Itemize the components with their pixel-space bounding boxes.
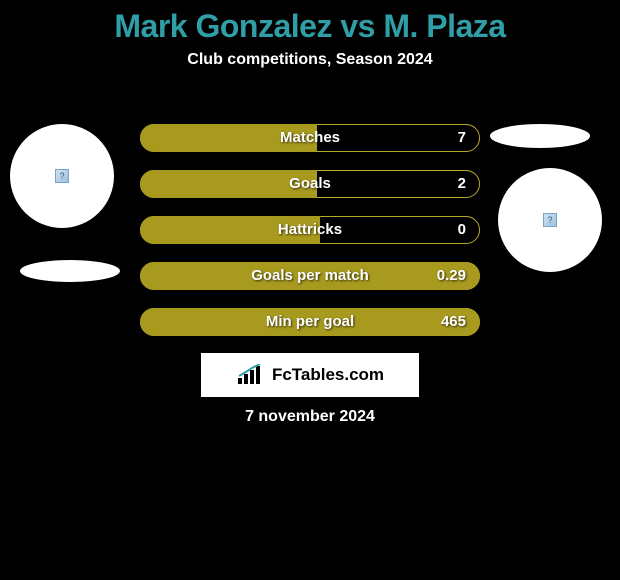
watermark-chart-icon xyxy=(236,364,266,386)
stat-bar-value: 0 xyxy=(458,216,466,244)
image-placeholder-icon xyxy=(55,169,69,183)
stat-bar-row: Goals per match0.29 xyxy=(140,262,480,290)
stat-bar-value: 2 xyxy=(458,170,466,198)
stat-bar-label: Matches xyxy=(140,124,480,152)
page-title: Mark Gonzalez vs M. Plaza xyxy=(0,0,620,45)
stat-bar-label: Goals per match xyxy=(140,262,480,290)
image-placeholder-icon xyxy=(543,213,557,227)
stat-bar-row: Hattricks0 xyxy=(140,216,480,244)
stats-bars: Matches7Goals2Hattricks0Goals per match0… xyxy=(140,124,480,354)
player-left-shadow xyxy=(20,260,120,282)
watermark-text: FcTables.com xyxy=(272,365,384,385)
player-left-avatar xyxy=(10,124,114,228)
stat-bar-value: 0.29 xyxy=(437,262,466,290)
subtitle: Club competitions, Season 2024 xyxy=(0,51,620,69)
player-right-shadow xyxy=(490,124,590,148)
stat-bar-label: Min per goal xyxy=(140,308,480,336)
watermark: FcTables.com xyxy=(201,353,419,397)
stat-bar-row: Matches7 xyxy=(140,124,480,152)
stat-bar-value: 7 xyxy=(458,124,466,152)
stat-bar-value: 465 xyxy=(441,308,466,336)
stat-bar-label: Goals xyxy=(140,170,480,198)
stat-bar-label: Hattricks xyxy=(140,216,480,244)
date-label: 7 november 2024 xyxy=(0,408,620,426)
stat-bar-row: Goals2 xyxy=(140,170,480,198)
stat-bar-row: Min per goal465 xyxy=(140,308,480,336)
player-right-avatar xyxy=(498,168,602,272)
